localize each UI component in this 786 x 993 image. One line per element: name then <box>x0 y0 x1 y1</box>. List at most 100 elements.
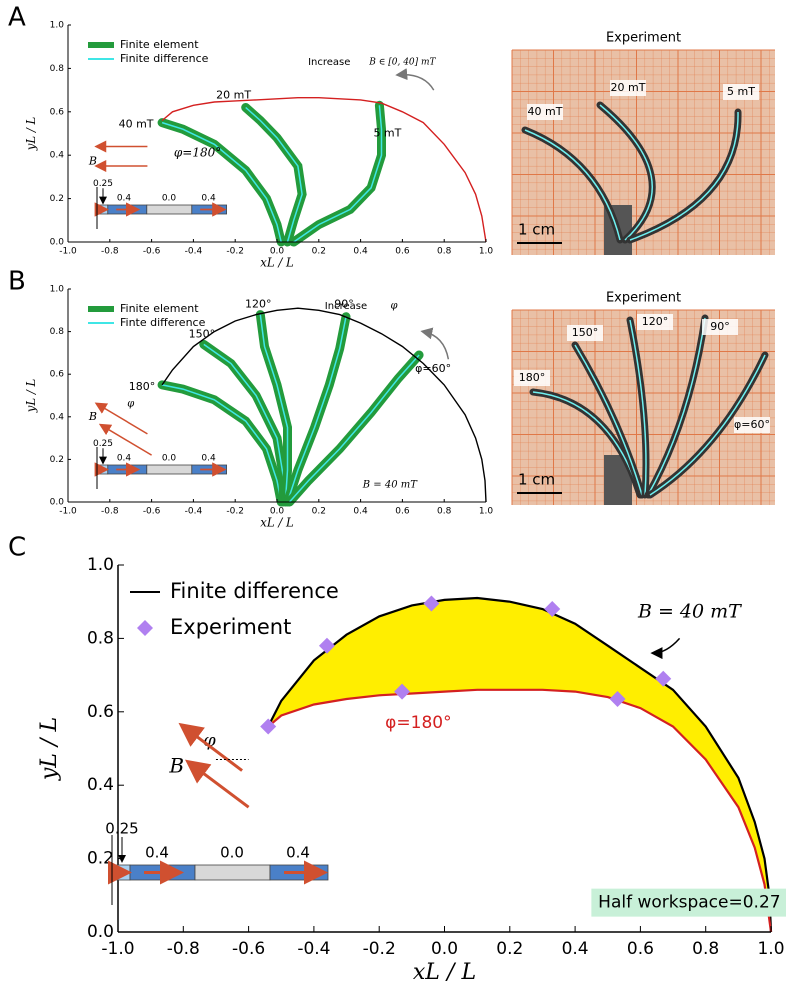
x-tick-label: 0.0 <box>270 247 285 257</box>
photo-label: 150° <box>572 326 599 339</box>
photo-label-bg <box>514 370 550 386</box>
inset-label: 0.4 <box>286 844 310 862</box>
rod-label: 40 mT <box>119 118 154 131</box>
rod-fd <box>161 121 282 243</box>
inset: 0.25 0.4 0.0 0.4 <box>105 820 329 905</box>
y-tick-label: 0.8 <box>87 628 114 648</box>
x-tick-label: 1.0 <box>757 939 784 959</box>
y-axis-label: yL / L <box>24 379 38 414</box>
annotation: B <box>88 410 97 423</box>
annotation: B = 40 mT <box>362 479 418 490</box>
field-arrow <box>94 402 148 435</box>
annotation: φ=180° <box>174 146 221 160</box>
photo-rod-sim <box>629 319 647 496</box>
annotation-box <box>591 888 786 917</box>
photo-label-bg <box>567 325 603 341</box>
y-tick-label: 0.2 <box>50 194 64 204</box>
x-tick-label: 0.4 <box>353 507 368 517</box>
y-tick-label: 0.4 <box>50 151 65 161</box>
inset-segment <box>146 464 193 475</box>
y-tick-label: 0.4 <box>50 412 65 422</box>
x-tick-label: -0.4 <box>185 247 203 257</box>
photo-title: Experiment <box>606 291 681 306</box>
legend-label: Finite element <box>120 38 199 51</box>
y-tick-label: 0.0 <box>87 922 114 942</box>
x-tick-label: -0.6 <box>232 939 265 959</box>
inset: 0.25 0.4 0.0 0.4 <box>93 439 228 489</box>
photo-rod-sim <box>524 129 621 241</box>
y-axis-label: yL / L <box>24 117 38 152</box>
x-axis-label: xL / L <box>260 256 294 270</box>
x-tick-label: 0.8 <box>692 939 719 959</box>
rod-label: 20 mT <box>216 88 251 101</box>
x-tick-label: -0.6 <box>143 507 161 517</box>
x-tick-label: 0.8 <box>437 507 452 517</box>
y-tick-label: 0.6 <box>50 370 65 380</box>
photo-label-bg <box>527 104 563 120</box>
inset-label: 0.0 <box>220 844 244 862</box>
x-axis-label: xL / L <box>413 959 476 985</box>
series-line <box>267 596 773 933</box>
annotation: φ <box>203 730 216 751</box>
photo-rod-sim <box>647 317 706 496</box>
x-tick-label: -1.0 <box>59 247 77 257</box>
annotation: Half workspace=0.27 <box>598 893 780 913</box>
x-tick-label: 0.0 <box>270 507 285 517</box>
rod-fd <box>286 316 347 503</box>
x-tick-label: 0.2 <box>312 507 326 517</box>
rod-fe <box>157 118 286 247</box>
y-tick-label: 0.6 <box>87 702 114 722</box>
x-tick-label: -1.0 <box>59 507 77 517</box>
rod-label: 150° <box>189 327 216 340</box>
inset-label: 0.25 <box>93 179 113 189</box>
legend-label: Experiment <box>170 615 291 639</box>
panel-label: B <box>8 267 26 297</box>
scale-label: 1 cm <box>518 221 555 239</box>
rod-label: 5 mT <box>373 126 401 139</box>
rod-fd <box>161 384 282 503</box>
rod-fd <box>293 105 383 243</box>
experiment-point <box>423 595 440 612</box>
rod-label: 90° <box>334 298 354 311</box>
x-tick-label: -0.6 <box>143 247 161 257</box>
inset-label: 0.4 <box>201 453 216 463</box>
x-tick-label: 1.0 <box>479 247 494 257</box>
inset-label: 0.25 <box>105 820 138 838</box>
experiment-point <box>655 670 672 687</box>
photo-label-bg <box>702 319 738 335</box>
field-arrow <box>185 759 250 809</box>
inset-label: 0.4 <box>145 844 169 862</box>
inset-label: 0.4 <box>117 453 132 463</box>
photo-label: 90° <box>710 320 730 333</box>
inset: 0.25 0.4 0.0 0.4 <box>93 179 228 229</box>
x-tick-label: -0.8 <box>101 507 119 517</box>
x-tick-label: -0.4 <box>297 939 330 959</box>
inset-label: 0.4 <box>201 193 216 203</box>
annotation: φ <box>391 301 398 312</box>
x-tick-label: -0.2 <box>226 507 244 517</box>
scale-label: 1 cm <box>518 471 555 489</box>
photo-label-bg <box>610 80 646 96</box>
annotation: Increase <box>308 57 350 68</box>
photo-rod-sim <box>629 111 739 241</box>
y-tick-label: 1.0 <box>50 21 65 31</box>
x-tick-label: 1.0 <box>479 507 494 517</box>
field-arrow <box>178 722 243 772</box>
annotation: B <box>88 155 97 168</box>
experiment-point <box>544 601 561 618</box>
photo-rod-sim <box>599 104 653 241</box>
x-tick-label: 0.2 <box>312 247 326 257</box>
x-axis-label: xL / L <box>260 516 294 530</box>
photo-label: 40 mT <box>528 105 563 118</box>
arrow <box>650 637 681 660</box>
y-tick-label: 0.8 <box>50 327 65 337</box>
x-tick-label: 0.0 <box>431 939 458 959</box>
x-tick-label: 0.4 <box>562 939 589 959</box>
rod-fd <box>245 106 303 243</box>
x-tick-label: 0.2 <box>496 939 523 959</box>
x-tick-label: 0.4 <box>353 247 368 257</box>
photo-title: Experiment <box>606 31 681 46</box>
y-tick-label: 0.8 <box>50 64 65 74</box>
x-tick-label: 0.8 <box>437 247 452 257</box>
